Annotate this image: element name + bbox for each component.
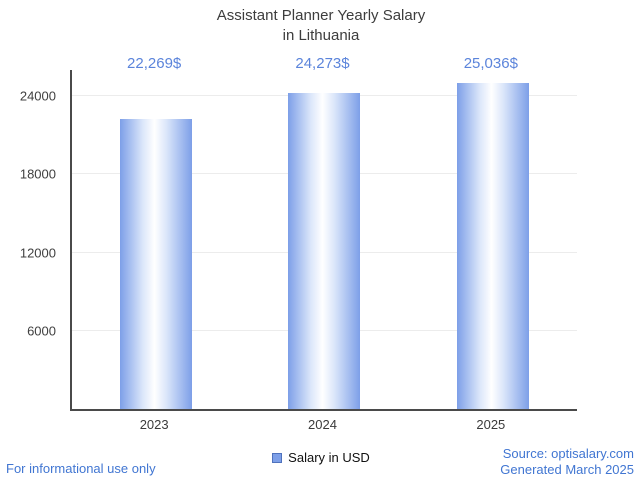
bar-slot	[72, 70, 240, 409]
x-axis-label-2025: 2025	[476, 417, 506, 432]
y-axis: 6000 12000 18000 24000	[0, 70, 62, 409]
y-axis-tick-label: 6000	[27, 323, 56, 339]
plot-area	[70, 70, 577, 411]
generated-date: Generated March 2025	[500, 462, 634, 478]
bar-2024	[288, 93, 361, 409]
legend-swatch-icon	[272, 452, 283, 463]
bar-slot	[240, 70, 408, 409]
x-axis-label-2024: 2024	[308, 417, 337, 432]
bar-slot	[409, 70, 577, 409]
x-axis: 2023 2024 2025	[70, 417, 575, 432]
y-axis-tick-label: 24000	[19, 88, 56, 104]
bar-2025	[456, 83, 529, 409]
disclaimer-text: For informational use only	[6, 461, 156, 476]
y-axis-tick-label: 12000	[19, 245, 56, 261]
source-link[interactable]: Source: optisalary.com	[502, 446, 634, 461]
bar-value-label-2025: 25,036$	[463, 55, 518, 72]
bar-value-label-2023: 22,269$	[127, 55, 182, 72]
chart-title-line2: in Lithuania	[282, 26, 360, 44]
bar-2023	[120, 119, 193, 409]
y-axis-tick-label: 18000	[19, 166, 56, 182]
source-info: Source: optisalary.com Generated March 2…	[500, 446, 634, 479]
bar-value-labels: 22,269$ 24,273$ 25,036$	[70, 55, 575, 72]
bar-value-label-2024: 24,273$	[295, 55, 350, 72]
x-axis-label-2023: 2023	[139, 417, 169, 432]
chart-title: Assistant Planner Yearly Salary in Lithu…	[0, 6, 642, 45]
legend-label: Salary in USD	[288, 450, 370, 465]
chart-title-line1: Assistant Planner Yearly Salary	[216, 7, 426, 24]
legend: Salary in USD	[0, 450, 642, 465]
